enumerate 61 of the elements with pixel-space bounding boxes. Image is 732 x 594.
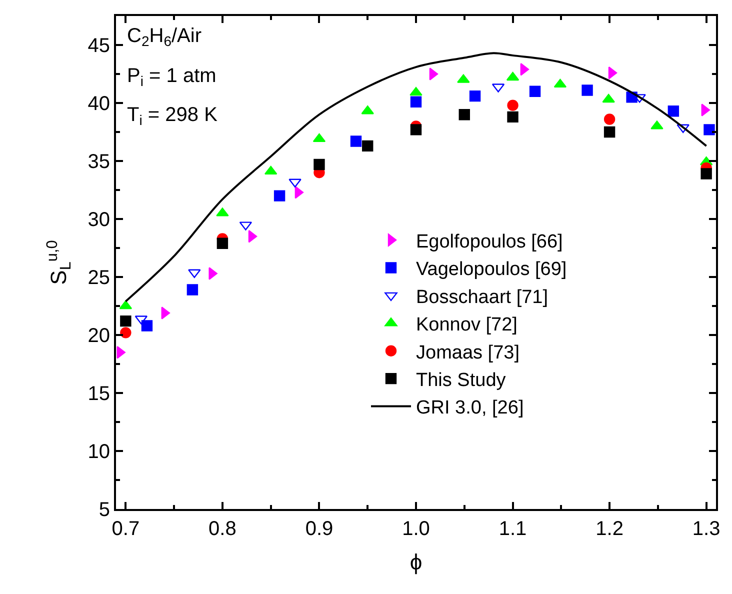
legend-label: GRI 3.0, [26] [416,398,524,419]
point [362,140,374,152]
y-tick-label: 20 [88,325,110,347]
point [529,86,541,97]
x-tick-label: 0.9 [305,518,334,540]
point [274,190,286,202]
annotation: P$_{i}$ = 1 atm [127,65,216,90]
point [120,327,132,338]
x-tick-label: 1.2 [596,518,624,540]
point [264,166,278,175]
point [582,84,593,96]
x-tick-label: 1.0 [402,518,430,540]
point [469,90,481,102]
point [294,186,304,199]
y-tick-label: 45 [88,35,110,57]
x-tick-label: 1.1 [498,518,527,540]
point [602,94,615,103]
point [608,66,618,80]
annotation: C$_{2}$H$_{6}$/Air [127,25,202,50]
y-tick-label: 25 [88,267,110,289]
x-axis-title: ϕ [410,549,422,574]
point [506,72,520,81]
point [520,62,530,76]
x-tick-label: 0.7 [112,518,140,540]
point [350,136,362,147]
y-tick-label: 10 [88,441,110,463]
legend-label: Konnov [72] [416,314,518,336]
legend-label: Vagelopoulos [69] [416,259,567,280]
legend-label: Egolfopoulos [66] [416,231,563,252]
point [186,284,198,296]
point [120,315,132,327]
point [314,158,325,170]
point [554,78,567,88]
point [312,133,326,142]
point [458,109,470,120]
y-tick-label: 30 [88,209,110,231]
point [604,114,616,125]
y-tick-label: 40 [88,93,110,115]
point [704,124,715,136]
point [668,106,680,117]
point [410,96,422,108]
legend-label: This Study [416,370,506,391]
y-tick-label: 35 [88,151,110,173]
y-tick-label: 5 [98,499,110,521]
x-tick-label: 0.8 [208,518,236,540]
point [507,100,518,111]
point [410,86,422,96]
x-tick-label: 1.3 [692,518,720,540]
legend-label: Jomaas [73] [416,342,520,364]
legend-label: Bosschaart [71] [416,286,548,308]
point [507,111,518,123]
point [248,230,258,243]
point [141,320,153,332]
annotation: T$_{i}$ = 298 K [127,104,218,128]
point [604,126,616,138]
y-tick-label: 15 [88,383,110,405]
point [700,168,712,180]
point [429,68,438,80]
point [410,124,422,136]
point [216,238,228,249]
point [119,300,132,310]
